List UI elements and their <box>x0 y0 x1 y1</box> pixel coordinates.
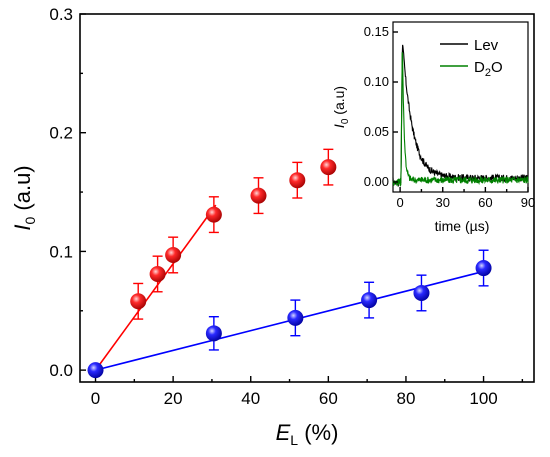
legend-label-d2o-sub: 2 <box>485 67 491 79</box>
inset-y-tick-label: 0.15 <box>364 24 389 39</box>
y-axis-title: I0 (a.u) <box>10 165 38 230</box>
inset-x-axis-title-mu: µ <box>470 218 478 234</box>
inset-y-axis-title-unit: (a.u) <box>331 86 347 119</box>
x-tick-label: 20 <box>164 389 183 408</box>
data-point <box>361 292 378 309</box>
legend-label-d2o-rest: O <box>491 59 503 76</box>
x-tick-label: 40 <box>241 389 260 408</box>
data-point <box>205 325 222 342</box>
y-tick-label: 0.2 <box>49 124 73 143</box>
x-axis-title-sub: L <box>290 432 298 448</box>
y-axis-title-var: I <box>10 225 35 231</box>
main-data-points <box>87 148 492 379</box>
data-point <box>149 265 166 282</box>
x-axis-title-unit: (%) <box>298 420 338 445</box>
x-tick-label: 100 <box>469 389 497 408</box>
inset-x-axis-title: time (µs) <box>435 218 490 234</box>
inset-axis-ticks: 0 30 60 90 0.00 0.05 0.10 0.15 <box>364 24 536 210</box>
x-tick-label: 60 <box>319 389 338 408</box>
data-point <box>287 309 304 326</box>
x-axis-title: EL (%) <box>276 420 339 448</box>
inset-series-lines <box>392 44 529 188</box>
inset-trace-1 <box>392 52 529 188</box>
inset-y-tick-label: 0.00 <box>364 174 389 189</box>
inset-x-tick-label: 30 <box>436 195 450 210</box>
inset-y-axis-title: I0 (a.u) <box>331 86 351 128</box>
inset-x-axis-title-unit: s) <box>478 218 490 234</box>
data-point <box>289 172 306 189</box>
y-tick-label: 0.3 <box>49 5 73 24</box>
x-tick-label: 0 <box>91 389 100 408</box>
fit-line-0 <box>94 204 217 371</box>
data-point <box>130 293 147 310</box>
y-axis-title-unit: (a.u) <box>10 165 35 216</box>
data-point <box>320 159 337 176</box>
inset-plot-frame <box>392 21 529 193</box>
inset-y-axis-title-sub: 0 <box>340 118 351 124</box>
inset-x-axis-title-text: time ( <box>435 218 470 234</box>
main-plot-frame <box>79 13 535 383</box>
legend-label-d2o: D2O <box>474 59 503 79</box>
inset-y-tick-label: 0.05 <box>364 124 389 139</box>
inset-x-tick-label: 90 <box>521 195 535 210</box>
inset-x-tick-label: 60 <box>478 195 492 210</box>
y-axis-title-sub: 0 <box>22 217 38 225</box>
data-point <box>413 284 430 301</box>
data-point <box>165 246 182 263</box>
inset-x-tick-label: 0 <box>396 195 403 210</box>
x-axis-title-var: E <box>276 420 291 445</box>
data-point <box>250 187 267 204</box>
y-tick-label: 0.1 <box>49 242 73 261</box>
data-point <box>87 362 104 379</box>
legend-label-d2o-main: D <box>474 59 485 76</box>
data-point <box>475 260 492 277</box>
legend-label-lev: Lev <box>474 37 499 54</box>
inset-plot: 0 30 60 900.000.050.100.15 time (µs) I0 (a.… <box>331 21 536 234</box>
inset-y-axis-title-var: I <box>331 124 347 128</box>
inset-y-tick-label: 0.10 <box>364 74 389 89</box>
inset-legend: Lev D2O <box>440 37 503 79</box>
y-tick-label: 0.0 <box>49 361 73 380</box>
x-tick-label: 80 <box>396 389 415 408</box>
main-fit-lines <box>94 204 488 371</box>
data-point <box>205 206 222 223</box>
